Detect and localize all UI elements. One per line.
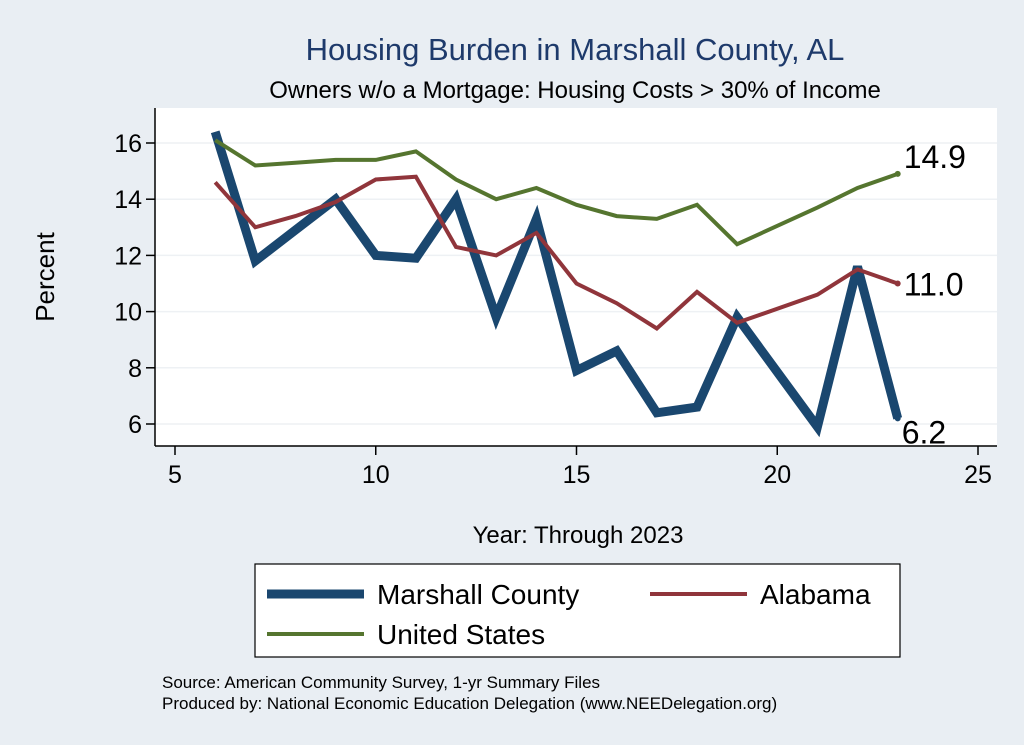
end-label-marshall-county: 6.2 xyxy=(902,414,946,450)
series-end-point xyxy=(894,415,901,422)
x-tick-label: 20 xyxy=(763,461,791,489)
legend-label-united-states: United States xyxy=(377,619,545,650)
series-end-point xyxy=(894,280,901,287)
x-axis-label: Year: Through 2023 xyxy=(473,522,684,549)
end-label-united-states: 14.9 xyxy=(904,139,966,175)
x-tick-label: 15 xyxy=(563,461,591,489)
x-tick-label: 25 xyxy=(964,461,992,489)
series-end-point xyxy=(894,170,901,177)
plot-area xyxy=(155,108,997,446)
end-label-alabama: 11.0 xyxy=(904,267,964,303)
x-axis-ticks: 5 10 15 20 25 xyxy=(168,446,992,489)
x-tick-label: 10 xyxy=(362,461,390,489)
y-tick-label: 10 xyxy=(114,299,142,327)
series-layer xyxy=(210,130,903,438)
x-tick-label: 5 xyxy=(168,461,182,489)
end-labels: 6.2 11.0 14.9 xyxy=(902,139,966,450)
y-tick-label: 12 xyxy=(114,242,142,270)
y-axis-label: Percent xyxy=(30,231,60,321)
chart-subtitle: Owners w/o a Mortgage: Housing Costs > 3… xyxy=(269,77,881,104)
legend: Marshall County Alabama United States xyxy=(267,579,871,650)
y-tick-label: 6 xyxy=(128,411,142,439)
grid-lines xyxy=(155,142,997,425)
series-line-alabama xyxy=(213,174,899,332)
source-note: Source: American Community Survey, 1-yr … xyxy=(162,673,600,692)
series-line-marshall-county xyxy=(210,130,903,438)
y-tick-label: 14 xyxy=(114,186,142,214)
produced-note: Produced by: National Economic Education… xyxy=(162,694,777,713)
legend-label-marshall-county: Marshall County xyxy=(377,579,579,610)
series-line-united-states xyxy=(214,138,899,247)
legend-box xyxy=(254,563,901,658)
y-tick-label: 16 xyxy=(114,130,142,158)
chart-title: Housing Burden in Marshall County, AL xyxy=(306,32,845,67)
legend-label-alabama: Alabama xyxy=(760,579,871,610)
y-tick-label: 8 xyxy=(128,355,142,383)
y-axis-ticks: 6 8 10 12 14 16 xyxy=(114,130,155,439)
